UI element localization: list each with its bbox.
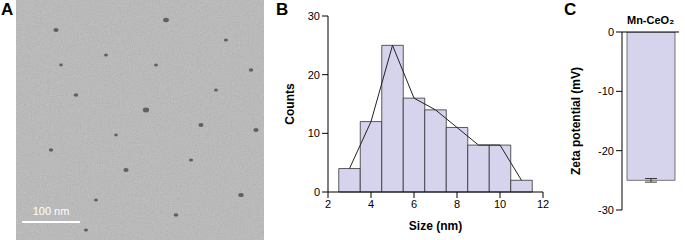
svg-text:10: 10 [308,127,320,139]
svg-text:10: 10 [494,198,506,210]
html-text:B: B [276,0,289,19]
svg-text:0: 0 [314,186,320,198]
svg-text:-30: -30 [598,204,614,216]
svg-text:6: 6 [411,198,417,210]
svg-text:-20: -20 [598,145,614,157]
svg-text:100 nm: 100 nm [33,205,70,217]
svg-text:30: 30 [308,10,320,22]
svg-text:20: 20 [308,69,320,81]
svg-text:12: 12 [537,198,549,210]
svg-text:Mn-CeO₂: Mn-CeO₂ [627,14,674,26]
html-text:A: A [1,0,14,19]
svg-text:-10: -10 [598,85,614,97]
svg-text:8: 8 [454,198,460,210]
svg-text:Size (nm): Size (nm) [409,219,462,233]
svg-text:4: 4 [368,198,374,210]
svg-text:0: 0 [608,26,614,38]
svg-text:Zeta potential (mV): Zeta potential (mV) [569,67,583,175]
svg-text:Counts: Counts [283,83,297,125]
html-text:C: C [564,0,577,19]
svg-text:2: 2 [325,198,331,210]
